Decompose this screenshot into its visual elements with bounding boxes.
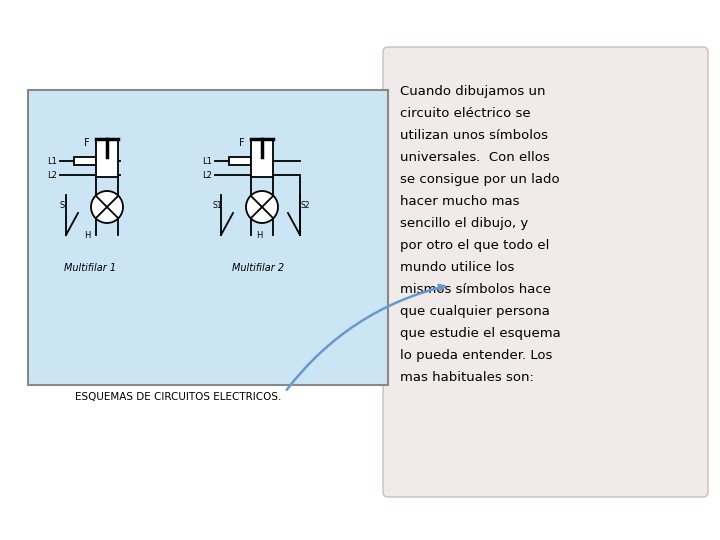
Text: F: F bbox=[84, 138, 90, 148]
Text: H: H bbox=[256, 231, 262, 240]
Text: L1: L1 bbox=[202, 157, 212, 165]
FancyBboxPatch shape bbox=[383, 47, 708, 497]
Text: hacer mucho mas: hacer mucho mas bbox=[400, 195, 520, 208]
Text: L1: L1 bbox=[47, 157, 57, 165]
Text: universales.  Con ellos: universales. Con ellos bbox=[400, 151, 550, 164]
Text: L2: L2 bbox=[47, 171, 57, 179]
Text: se consigue por un lado: se consigue por un lado bbox=[400, 173, 559, 186]
Text: por otro el que todo el: por otro el que todo el bbox=[400, 239, 549, 252]
Text: mundo utilice los: mundo utilice los bbox=[400, 261, 514, 274]
Text: F: F bbox=[239, 138, 245, 148]
Text: S1: S1 bbox=[212, 201, 222, 210]
Text: circuito eléctrico se: circuito eléctrico se bbox=[400, 107, 531, 120]
Text: ESQUEMAS DE CIRCUITOS ELECTRICOS.: ESQUEMAS DE CIRCUITOS ELECTRICOS. bbox=[75, 392, 282, 402]
Text: que estudie el esquema: que estudie el esquema bbox=[400, 327, 561, 340]
Bar bbox=[251, 139, 273, 177]
Text: utilizan unos símbolos: utilizan unos símbolos bbox=[400, 129, 548, 142]
Circle shape bbox=[91, 191, 123, 223]
Bar bbox=[96, 139, 118, 177]
Bar bbox=[28, 90, 388, 385]
Text: lo pueda entender. Los: lo pueda entender. Los bbox=[400, 349, 552, 362]
Text: que cualquier persona: que cualquier persona bbox=[400, 305, 550, 318]
Text: L2: L2 bbox=[202, 171, 212, 179]
Text: sencillo el dibujo, y: sencillo el dibujo, y bbox=[400, 217, 528, 230]
Text: Multifilar 2: Multifilar 2 bbox=[232, 263, 284, 273]
Text: S2: S2 bbox=[300, 201, 310, 210]
Text: S: S bbox=[59, 201, 65, 210]
Text: Multifilar 1: Multifilar 1 bbox=[64, 263, 116, 273]
Bar bbox=[74, 157, 96, 165]
Text: H: H bbox=[84, 231, 90, 240]
Bar bbox=[229, 157, 251, 165]
Text: mismos símbolos hace: mismos símbolos hace bbox=[400, 283, 551, 296]
Circle shape bbox=[246, 191, 278, 223]
Text: mas habituales son:: mas habituales son: bbox=[400, 371, 534, 384]
Text: Cuando dibujamos un: Cuando dibujamos un bbox=[400, 85, 546, 98]
